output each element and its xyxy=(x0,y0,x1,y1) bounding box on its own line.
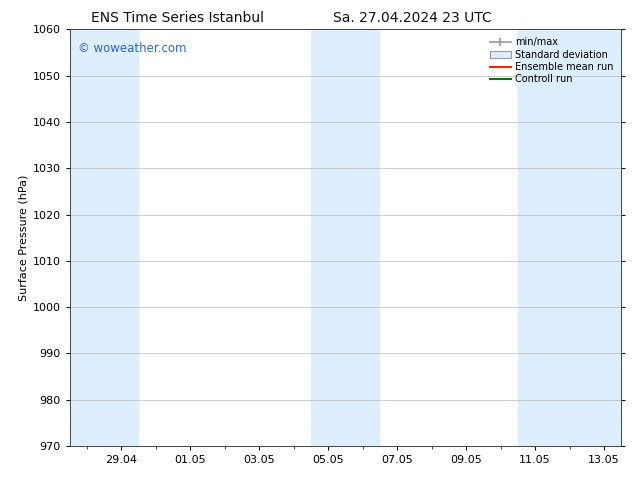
Bar xyxy=(311,29,380,446)
Bar xyxy=(518,29,634,446)
Text: Sa. 27.04.2024 23 UTC: Sa. 27.04.2024 23 UTC xyxy=(333,11,491,25)
Text: ENS Time Series Istanbul: ENS Time Series Istanbul xyxy=(91,11,264,25)
Bar xyxy=(70,29,139,446)
Legend: min/max, Standard deviation, Ensemble mean run, Controll run: min/max, Standard deviation, Ensemble me… xyxy=(487,34,616,87)
Y-axis label: Surface Pressure (hPa): Surface Pressure (hPa) xyxy=(18,174,29,301)
Text: © woweather.com: © woweather.com xyxy=(78,42,186,55)
